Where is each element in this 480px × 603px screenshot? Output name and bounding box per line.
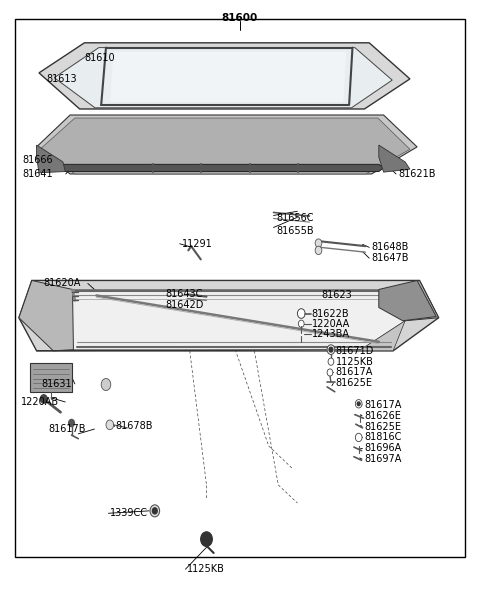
Polygon shape	[30, 363, 72, 392]
Text: 11291: 11291	[181, 239, 212, 250]
Polygon shape	[53, 289, 405, 350]
Circle shape	[201, 532, 212, 546]
Circle shape	[355, 400, 362, 408]
Text: 81666: 81666	[22, 155, 53, 165]
Text: 81621B: 81621B	[398, 169, 435, 179]
Text: 81625E: 81625E	[364, 421, 401, 432]
Polygon shape	[36, 115, 417, 174]
Polygon shape	[54, 48, 392, 108]
Circle shape	[153, 508, 157, 514]
Text: 81816C: 81816C	[364, 432, 402, 443]
Polygon shape	[19, 280, 73, 351]
Text: 1125KB: 1125KB	[336, 356, 373, 367]
Text: 1339CC: 1339CC	[110, 508, 148, 518]
Text: 1220AB: 1220AB	[21, 397, 59, 407]
Text: 81642D: 81642D	[166, 300, 204, 310]
Circle shape	[315, 239, 322, 247]
Text: 81617B: 81617B	[48, 424, 86, 434]
Text: 1125KB: 1125KB	[187, 564, 225, 574]
Polygon shape	[36, 321, 405, 351]
Text: 81620A: 81620A	[44, 279, 81, 288]
Text: 81622B: 81622B	[312, 309, 349, 318]
Text: 1220AA: 1220AA	[312, 319, 350, 329]
Circle shape	[40, 395, 47, 403]
Circle shape	[106, 420, 114, 430]
Polygon shape	[110, 52, 346, 102]
Circle shape	[328, 358, 334, 365]
Text: 81656C: 81656C	[276, 213, 313, 224]
Text: 1243BA: 1243BA	[312, 329, 350, 339]
Text: 81697A: 81697A	[364, 454, 402, 464]
Polygon shape	[58, 165, 384, 171]
Text: 81678B: 81678B	[116, 421, 153, 431]
Text: 81617A: 81617A	[336, 367, 373, 377]
Circle shape	[299, 320, 304, 327]
Text: 81623: 81623	[322, 291, 352, 300]
Circle shape	[355, 433, 362, 441]
Polygon shape	[40, 118, 410, 174]
Text: 81617A: 81617A	[364, 400, 402, 410]
Polygon shape	[19, 280, 439, 351]
Polygon shape	[379, 145, 410, 172]
Text: 81655B: 81655B	[276, 226, 313, 236]
Text: 81610: 81610	[84, 53, 115, 63]
Text: 81626E: 81626E	[364, 411, 401, 421]
Polygon shape	[379, 280, 436, 321]
Circle shape	[150, 505, 159, 517]
Polygon shape	[39, 43, 410, 109]
Circle shape	[327, 369, 333, 376]
Bar	[15, 19, 465, 557]
Circle shape	[69, 420, 74, 427]
Polygon shape	[36, 145, 65, 172]
Text: 81648B: 81648B	[372, 242, 409, 252]
Text: 81613: 81613	[46, 74, 77, 84]
Text: 81647B: 81647B	[372, 253, 409, 263]
Circle shape	[329, 347, 333, 352]
Text: 81696A: 81696A	[364, 443, 402, 453]
Circle shape	[357, 402, 360, 406]
Polygon shape	[388, 280, 439, 321]
Text: 81600: 81600	[222, 13, 258, 22]
Circle shape	[298, 309, 305, 318]
Text: 81641: 81641	[22, 169, 53, 179]
Text: 81631: 81631	[41, 379, 72, 389]
Text: 81643C: 81643C	[166, 289, 203, 299]
Circle shape	[315, 246, 322, 254]
Circle shape	[327, 345, 335, 355]
Circle shape	[101, 379, 111, 391]
Text: 81625E: 81625E	[336, 378, 373, 388]
Text: 81671D: 81671D	[336, 346, 374, 356]
